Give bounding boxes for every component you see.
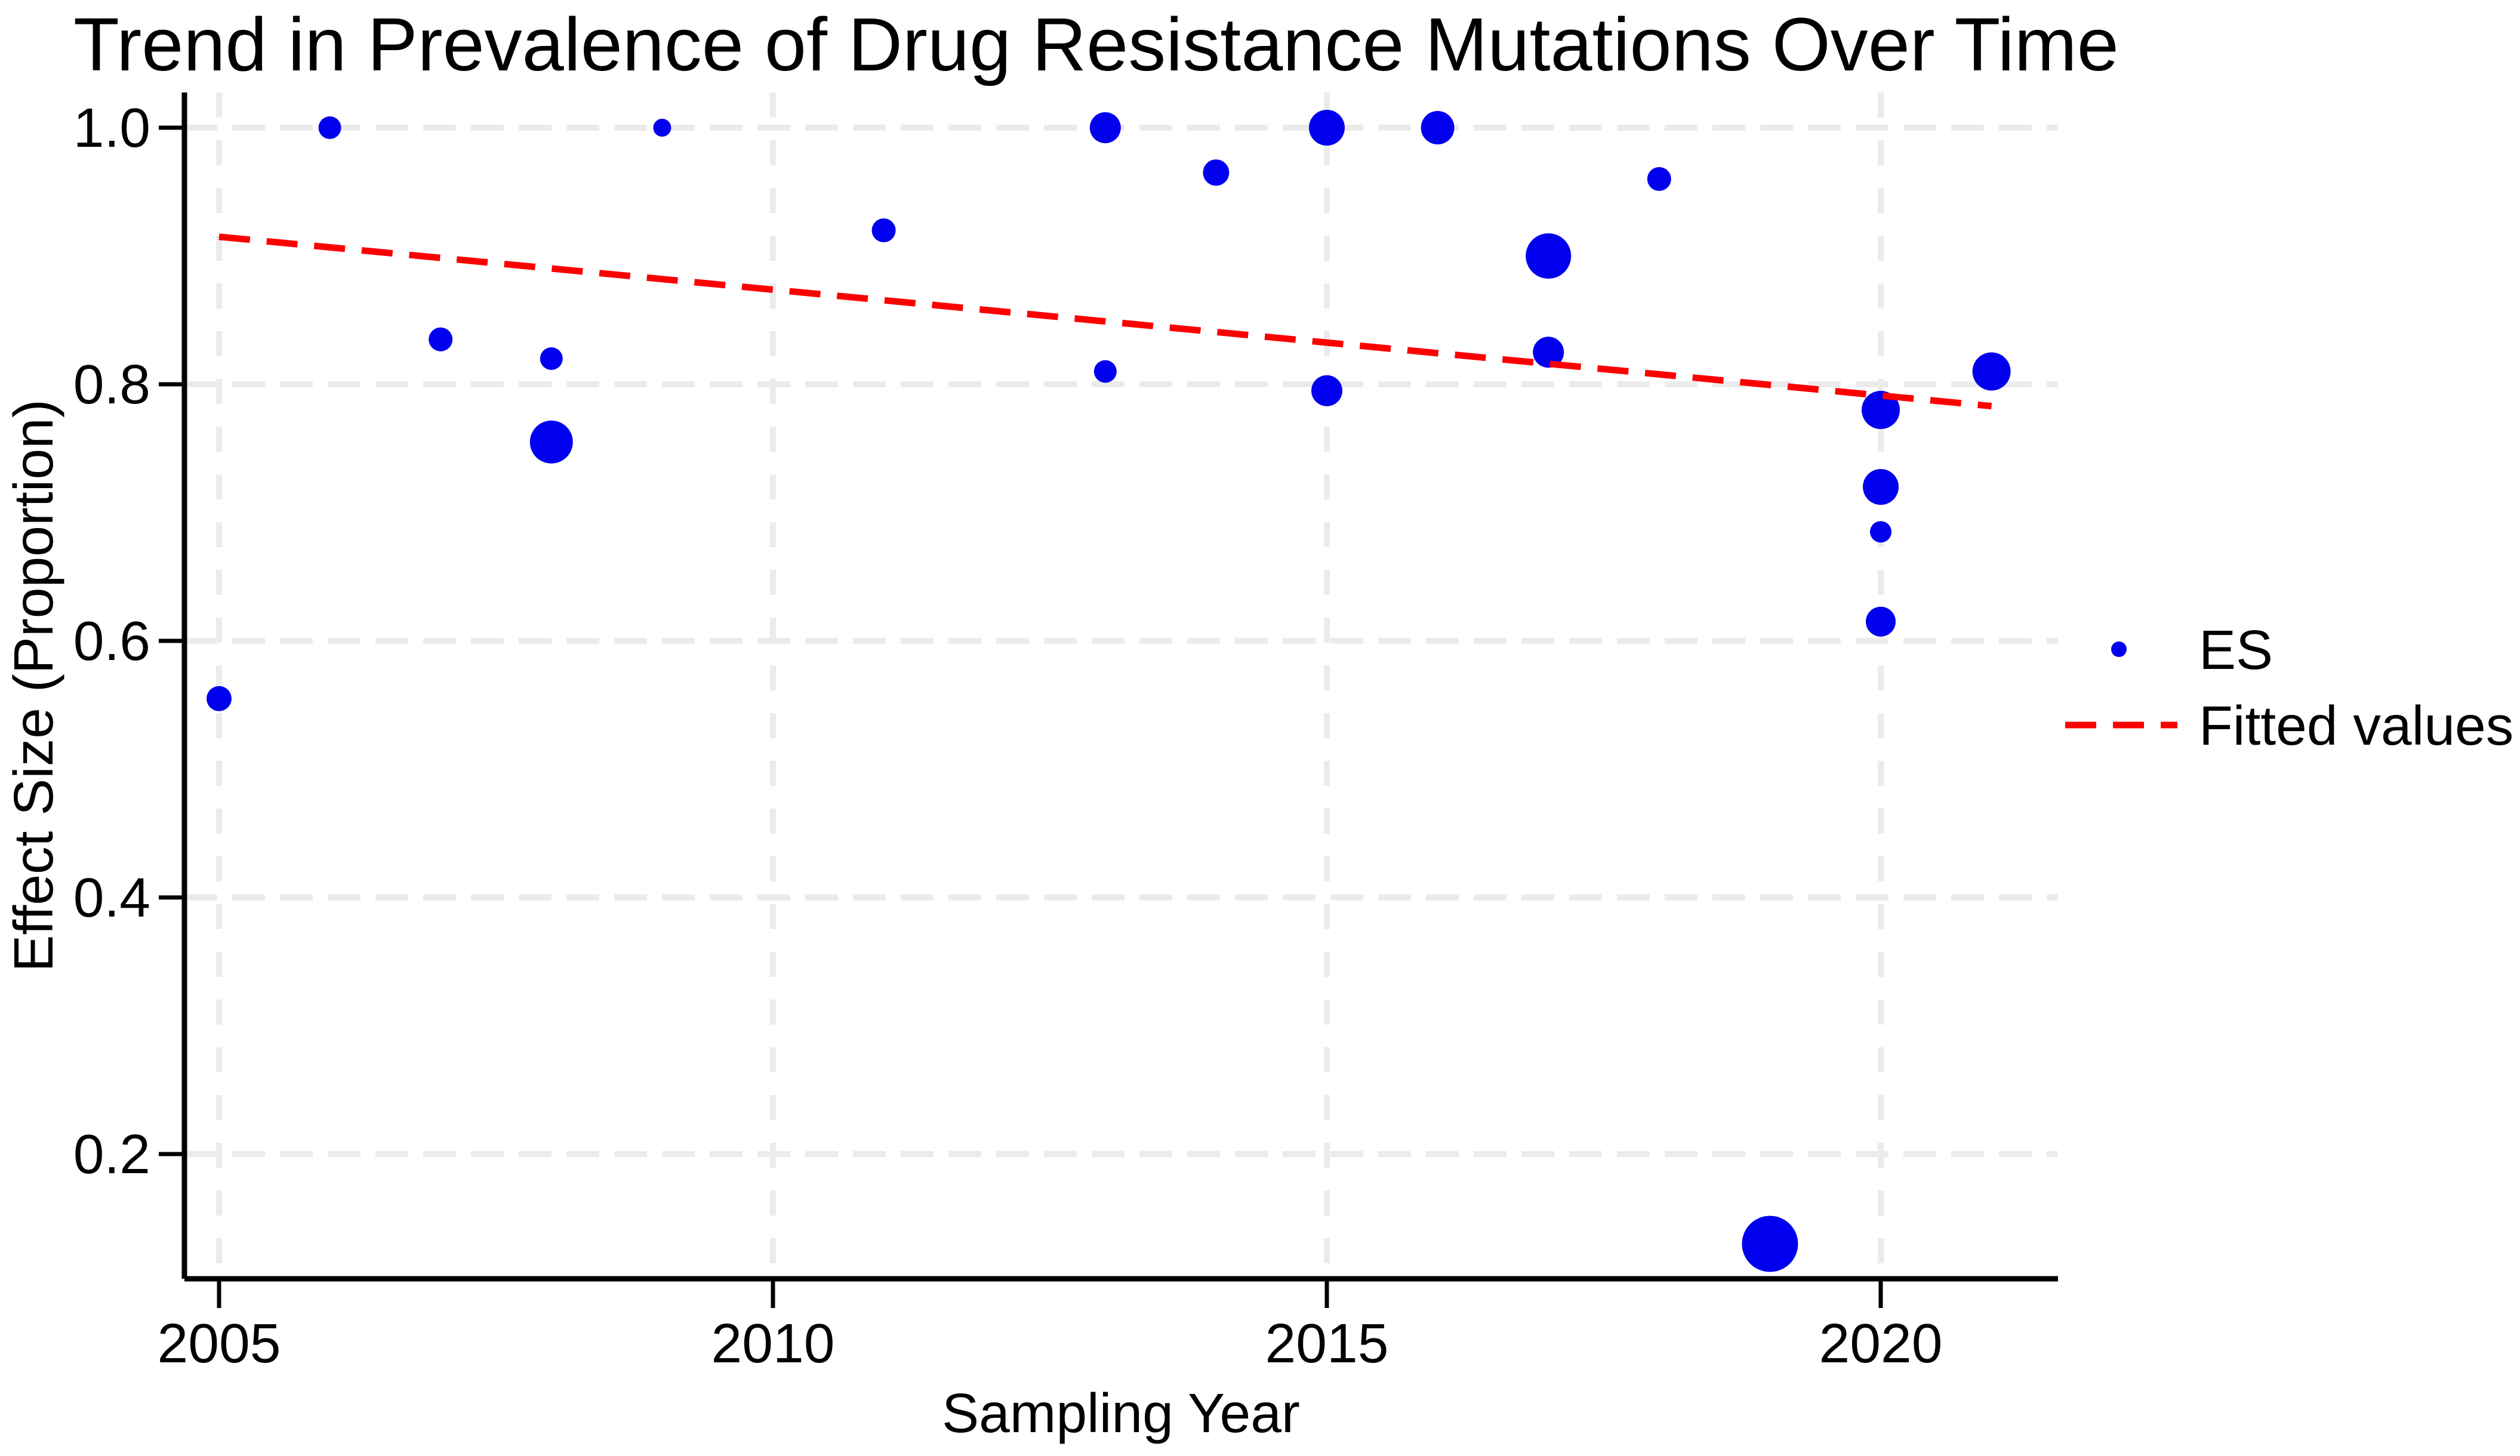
es-point — [1863, 469, 1899, 505]
es-point — [540, 347, 563, 370]
y-tick-label: 1.0 — [73, 97, 150, 159]
es-point — [1866, 606, 1896, 637]
es-point — [1203, 159, 1230, 186]
es-point — [1862, 391, 1900, 429]
fitted-line — [218, 233, 1992, 410]
y-tick-label: 0.6 — [73, 610, 150, 672]
chart-title: Trend in Prevalence of Drug Resistance M… — [73, 2, 2119, 87]
y-tick-label: 0.8 — [73, 353, 150, 415]
es-point — [1093, 360, 1117, 383]
es-point — [1311, 375, 1342, 406]
es-point — [1742, 1216, 1798, 1272]
fitted-values-line — [218, 233, 1992, 410]
es-point — [207, 686, 232, 711]
es-point — [318, 116, 341, 139]
y-axis-label: Effect Size (Proportion) — [2, 399, 64, 972]
axes — [181, 92, 2058, 1282]
es-point — [1421, 111, 1455, 144]
legend: ES Fitted values — [2065, 619, 2513, 757]
es-point — [1972, 352, 2011, 391]
es-point — [653, 119, 671, 137]
legend-fitted-label: Fitted values — [2199, 695, 2513, 757]
es-point — [1533, 337, 1564, 368]
y-tick-label: 0.2 — [73, 1123, 150, 1185]
x-tick-label: 2020 — [1819, 1312, 1943, 1374]
y-ticks: 0.2 0.4 0.6 0.8 1.0 — [73, 97, 184, 1185]
es-point — [529, 420, 573, 464]
es-point — [1089, 112, 1121, 143]
es-point — [871, 218, 896, 242]
x-axis-label: Sampling Year — [942, 1382, 1300, 1444]
gridlines — [184, 92, 2058, 1279]
es-point — [1309, 110, 1345, 146]
y-tick-label: 0.4 — [73, 866, 150, 928]
es-points — [207, 110, 2011, 1272]
es-point — [1870, 521, 1891, 543]
x-tick-label: 2015 — [1265, 1312, 1389, 1374]
x-tick-label: 2010 — [711, 1312, 835, 1374]
legend-es-marker-icon — [2111, 641, 2127, 657]
legend-es-label: ES — [2199, 619, 2273, 681]
x-tick-label: 2005 — [158, 1312, 281, 1374]
es-point — [1647, 167, 1671, 191]
x-ticks: 2005 2010 2015 2020 — [158, 1279, 1943, 1374]
es-point — [1526, 233, 1572, 279]
es-point — [429, 327, 453, 351]
